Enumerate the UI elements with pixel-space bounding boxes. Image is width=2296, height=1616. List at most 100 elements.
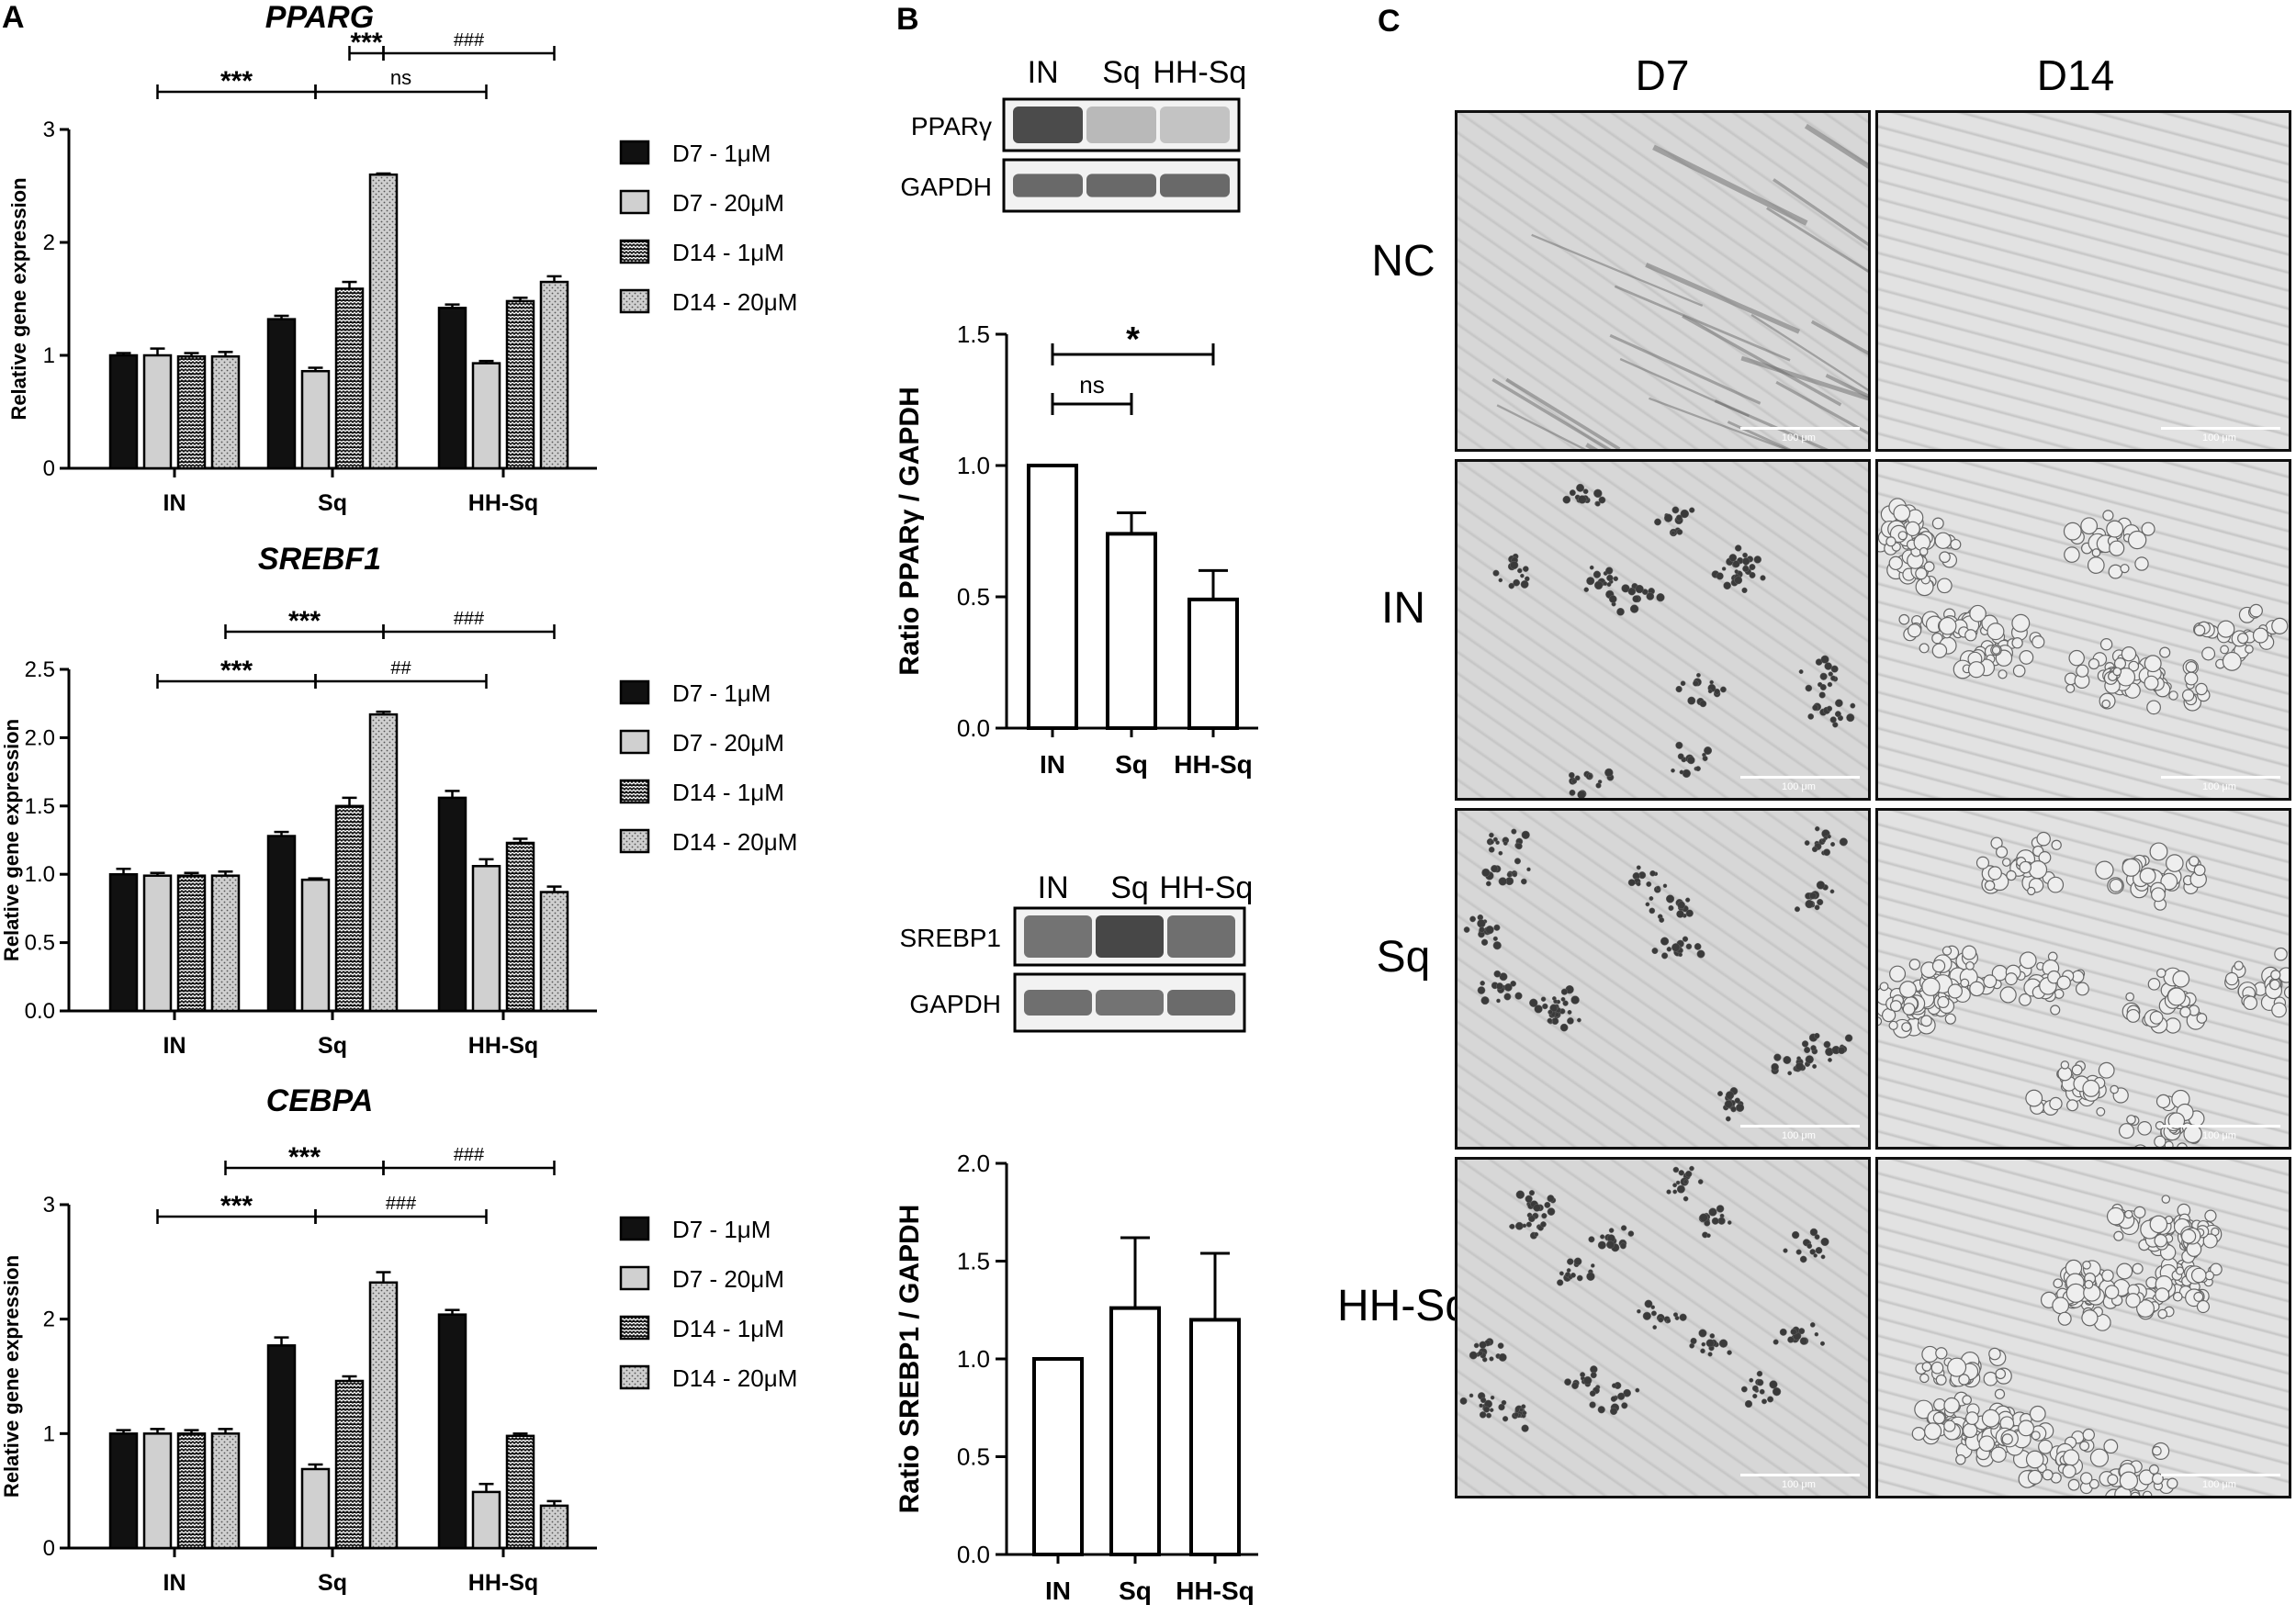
blot-band: [1013, 107, 1083, 143]
bar: [1027, 464, 1078, 730]
legend-label: D7 - 20μM: [672, 189, 784, 217]
legend-label: D7 - 20μM: [672, 729, 784, 757]
legend-swatch: [619, 779, 650, 804]
scale-label: 100 μm: [2202, 1479, 2236, 1490]
legend-swatch: [619, 189, 650, 215]
y-tick-label: 2.0: [957, 1150, 990, 1177]
x-tick-label: Sq: [1115, 750, 1148, 779]
legend-swatch: [619, 1216, 650, 1241]
micrograph-texture: [1878, 498, 2289, 715]
bar: [471, 362, 501, 470]
legend-swatch: [619, 729, 650, 755]
blot-band: [1024, 990, 1092, 1016]
legend-swatch: [619, 1265, 650, 1291]
legend-label: D7 - 1μM: [672, 1216, 771, 1243]
bar: [368, 173, 399, 470]
bar: [300, 369, 331, 470]
panel-c-labels: D7 D14 NC IN Sq HH-Sq: [1337, 51, 2114, 1330]
micrograph-sq-d14: 100 μm: [1875, 808, 2291, 1150]
chart-pparg: PPARG Relative gene expression 0 1 2 3 IN Sq HH-…: [7, 0, 797, 516]
bar: [1032, 1357, 1084, 1556]
bar: [142, 1432, 173, 1550]
legend-swatch: [619, 288, 650, 314]
x-tick-label: IN: [1045, 1577, 1071, 1605]
scale-label: 100 μm: [2202, 432, 2236, 443]
y-tick-label: 0.0: [957, 714, 990, 742]
y-tick-label: 1.5: [957, 320, 990, 348]
lane-label: HH-Sq: [1153, 55, 1246, 90]
blot-row-label: GAPDH: [909, 990, 1001, 1018]
x-tick-label: Sq: [318, 1570, 347, 1596]
legend-swatch: [619, 239, 650, 264]
y-tick-label: 0: [43, 1536, 55, 1561]
bar: [1187, 597, 1239, 730]
bar: [437, 796, 467, 1013]
x-tick-label: IN: [163, 490, 186, 516]
y-tick-label: 1.0: [957, 452, 990, 479]
bar: [437, 307, 467, 470]
lane-label: Sq: [1110, 870, 1149, 905]
bar: [300, 878, 331, 1013]
panel-label-c: C: [1378, 4, 1401, 39]
significance-label: ###: [454, 1145, 485, 1165]
bar: [176, 354, 207, 470]
micrograph-texture: [1492, 483, 1856, 798]
blot-band: [1086, 174, 1156, 197]
micrograph-texture: [1878, 831, 2289, 1147]
panel-a-charts: PPARG Relative gene expression 0 1 2 3 IN Sq HH-…: [0, 0, 797, 1596]
y-axis-label: Ratio SREBP1 / GAPDH: [895, 1205, 925, 1514]
micrograph-hh-sq-d7: 100 μm: [1455, 1157, 1871, 1498]
blot-band: [1160, 174, 1230, 197]
micrograph-sq-d7: 100 μm: [1455, 808, 1871, 1150]
chart-cebpa: CEBPA Relative gene expression 0 1 2 3 IN Sq HH-…: [0, 1083, 797, 1596]
scale-bar: [2161, 1125, 2280, 1128]
blot-band: [1160, 107, 1230, 143]
blot-band: [1167, 915, 1235, 958]
x-tick-label: HH-Sq: [468, 1570, 538, 1596]
bar: [471, 1490, 501, 1550]
y-tick-label: 0.5: [957, 583, 990, 611]
blot-band: [1096, 990, 1164, 1016]
micrograph-in-d7: 100 μm: [1455, 459, 1871, 801]
bar: [1109, 1306, 1161, 1556]
row-label: Sq: [1377, 933, 1431, 982]
y-tick-label: 1.5: [957, 1248, 990, 1275]
bar: [142, 354, 173, 470]
micrograph-texture: [1491, 123, 1868, 449]
micrograph-nc-d7: 100 μm: [1455, 110, 1871, 452]
x-tick-label: HH-Sq: [1176, 1577, 1255, 1605]
legend: D7 - 1μM D7 - 20μM D14 - 1μM D14 - 20μM: [619, 140, 797, 316]
blot-band: [1167, 990, 1235, 1016]
chart-title: SREBF1: [258, 542, 381, 577]
bar: [1106, 532, 1157, 730]
legend-label: D14 - 1μM: [672, 239, 784, 266]
bar: [108, 1432, 139, 1550]
x-tick-label: Sq: [1119, 1577, 1152, 1605]
legend-label: D14 - 1μM: [672, 1315, 784, 1342]
row-label: IN: [1381, 584, 1425, 633]
blot-ppar: IN Sq HH-Sq PPARγ GAPDH: [900, 55, 1246, 213]
significance-label: ##: [390, 658, 411, 679]
y-axis-label: Relative gene expression: [0, 719, 23, 961]
scale-label: 100 μm: [1782, 781, 1816, 792]
x-tick-label: IN: [163, 1570, 186, 1596]
legend-swatch: [619, 828, 650, 854]
y-tick-label: 2.5: [25, 657, 55, 682]
scale-bar: [2161, 1474, 2280, 1476]
x-tick-label: HH-Sq: [468, 1033, 538, 1059]
significance-label: ***: [350, 28, 382, 58]
row-label: NC: [1371, 237, 1435, 286]
scale-bar: [2161, 776, 2280, 779]
chart-ratio-ppar: Ratio PPARγ / GAPDH 0.0 0.5 1.0 1.5 IN Sq HH-Sq…: [895, 320, 1258, 779]
legend: D7 - 1μM D7 - 20μM D14 - 1μM D14 - 20μM: [619, 679, 797, 856]
y-tick-label: 3: [43, 118, 55, 142]
scale-bar: [1740, 1125, 1860, 1128]
column-label: D7: [1636, 51, 1690, 99]
legend-label: D7 - 20μM: [672, 1265, 784, 1293]
bar: [368, 1281, 399, 1550]
scale-label: 100 μm: [1782, 1130, 1816, 1141]
bar: [210, 1432, 241, 1550]
bar: [108, 354, 139, 470]
bar: [210, 874, 241, 1013]
